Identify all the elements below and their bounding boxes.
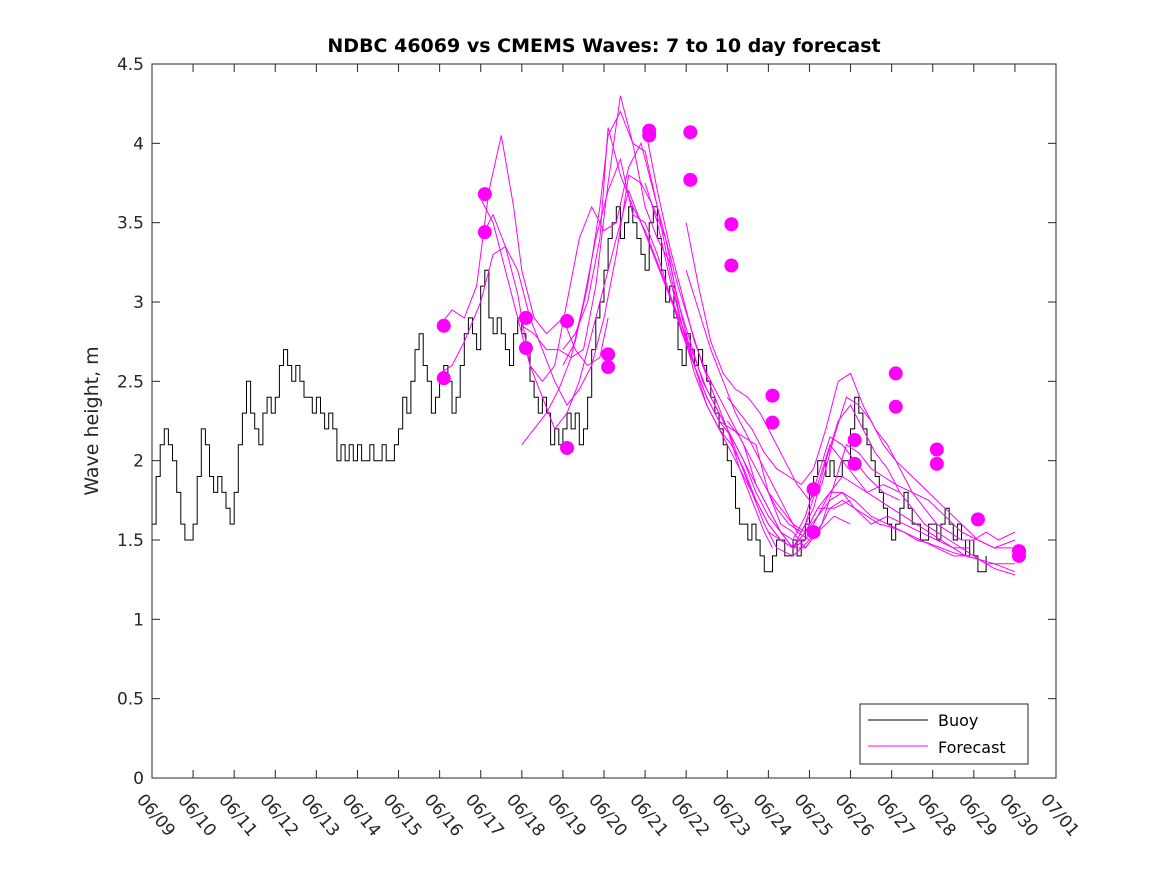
forecast-marker: [806, 482, 821, 497]
forecast-line: [726, 372, 1016, 541]
forecast-marker: [601, 347, 616, 362]
y-axis-label: Wave height, m: [81, 346, 103, 495]
forecast-marker: [888, 399, 903, 414]
forecast-line: [562, 127, 901, 541]
forecast-marker: [683, 172, 698, 187]
forecast-marker: [477, 225, 492, 240]
forecast-line: [562, 110, 901, 549]
chart-title: NDBC 46069 vs CMEMS Waves: 7 to 10 day f…: [327, 35, 880, 57]
y-tick-label: 3: [133, 293, 144, 313]
legend-forecast-label: Forecast: [938, 738, 1006, 757]
forecast-marker: [847, 456, 862, 471]
y-tick-label: 2.5: [117, 372, 144, 392]
forecast-line: [439, 135, 609, 367]
forecast-marker: [929, 456, 944, 471]
forecast-marker: [724, 217, 739, 232]
forecast-marker: [560, 440, 575, 455]
forecast-line: [768, 499, 1016, 576]
forecast-marker: [929, 442, 944, 457]
y-tick-label: 1: [133, 610, 144, 630]
forecast-marker: [518, 341, 533, 356]
forecast-marker: [724, 258, 739, 273]
series-layer: [152, 95, 1027, 576]
forecast-line: [685, 222, 1016, 549]
y-tick-label: 3.5: [117, 214, 144, 234]
legend-buoy-label: Buoy: [938, 711, 978, 730]
forecast-marker: [436, 371, 451, 386]
forecast-marker: [765, 388, 780, 403]
forecast-line: [480, 141, 810, 557]
forecast-marker: [477, 187, 492, 202]
forecast-marker: [847, 433, 862, 448]
forecast-marker: [806, 525, 821, 540]
forecast-marker: [1012, 548, 1027, 563]
legend: Buoy Forecast: [859, 703, 1029, 765]
forecast-marker: [765, 415, 780, 430]
forecast-marker: [642, 128, 657, 143]
y-tick-label: 0.5: [117, 690, 144, 710]
forecast-line: [726, 404, 1015, 565]
y-tick-label: 4: [133, 134, 144, 154]
legend-box: [859, 703, 1029, 765]
forecast-marker: [683, 125, 698, 140]
forecast-line: [521, 95, 851, 549]
y-tick-label: 2: [133, 452, 144, 472]
forecast-marker: [970, 512, 985, 527]
forecast-marker: [560, 314, 575, 329]
y-tick-label: 4.5: [117, 55, 144, 75]
y-tick-label: 0: [133, 769, 144, 789]
y-tick-label: 1.5: [117, 531, 144, 551]
forecast-marker: [888, 366, 903, 381]
forecast-line: [685, 270, 1015, 549]
forecast-line: [439, 189, 691, 430]
forecast-marker: [436, 318, 451, 333]
forecast-marker: [518, 310, 533, 325]
forecast-marker: [601, 360, 616, 375]
